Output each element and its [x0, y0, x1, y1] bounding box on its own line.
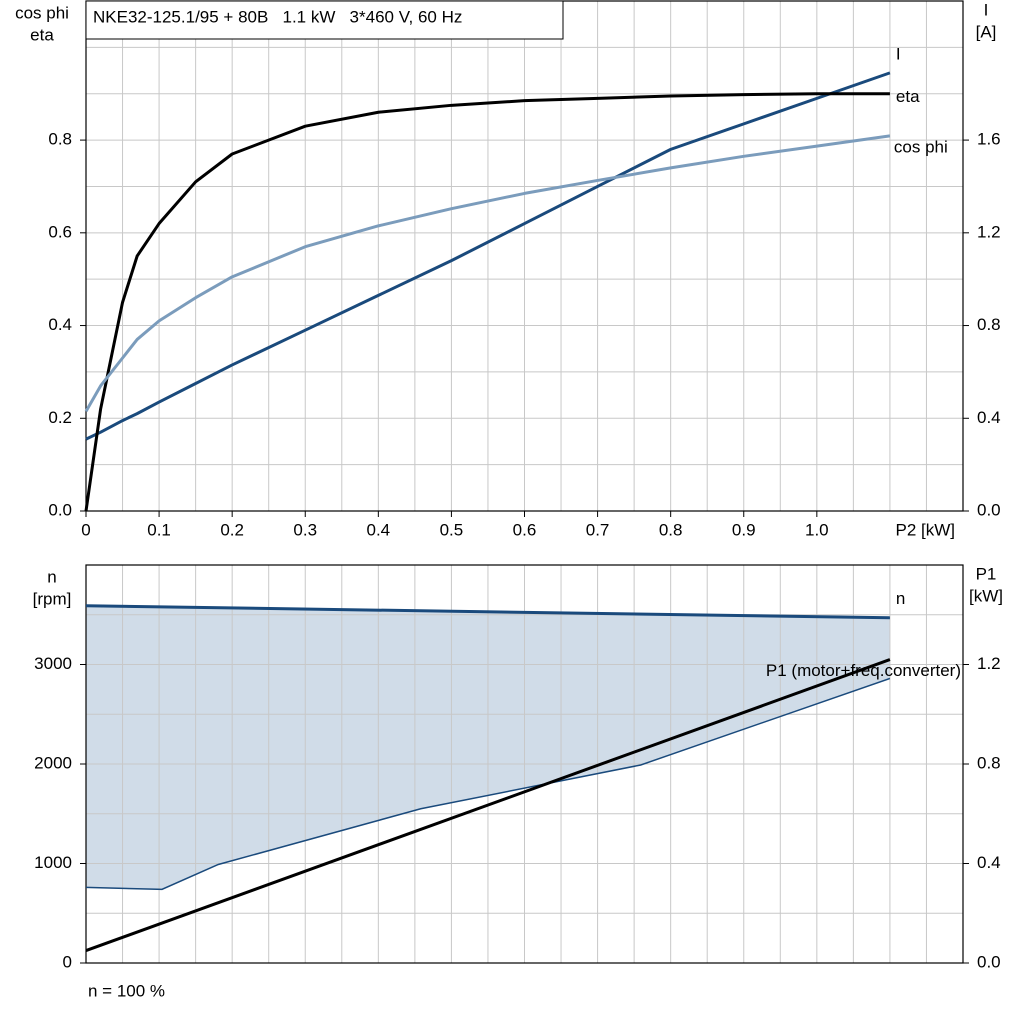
- y-axis-label: [rpm]: [33, 589, 72, 608]
- y2-tick-label: 0.0: [977, 500, 1001, 519]
- y2-axis-label: I: [984, 0, 989, 19]
- y-tick-label: 0.2: [48, 408, 72, 427]
- series-line: [85, 658, 891, 952]
- y2-tick-label: 1.6: [977, 130, 1001, 149]
- y-axis-label: cos phi: [15, 3, 69, 22]
- x-tick-label: 0.4: [367, 520, 391, 539]
- x-tick-label: 0.8: [659, 520, 683, 539]
- x-tick-label: 0.7: [586, 520, 610, 539]
- y2-axis-label: P1: [976, 564, 997, 583]
- y2-axis-label: [kW]: [969, 586, 1003, 605]
- chart-title: NKE32-125.1/95 + 80B 1.1 kW 3*460 V, 60 …: [93, 7, 462, 26]
- series-line: [84, 92, 890, 512]
- y2-tick-label: 1.2: [977, 222, 1001, 241]
- y-tick-label: 0.0: [48, 500, 72, 519]
- series-label: eta: [896, 87, 920, 106]
- y-tick-label: 0.6: [48, 222, 72, 241]
- y-axis-label: n: [47, 567, 56, 586]
- y-tick-label: 3000: [34, 654, 72, 673]
- x-axis-label: P2 [kW]: [895, 520, 955, 539]
- series-label: I: [896, 44, 901, 63]
- x-tick-label: 0.5: [440, 520, 464, 539]
- y2-tick-label: 0.0: [977, 952, 1001, 971]
- x-tick-label: 0.3: [293, 520, 317, 539]
- y-tick-label: 2000: [34, 753, 72, 772]
- y2-tick-label: 0.4: [977, 408, 1001, 427]
- min-speed-line: [85, 677, 891, 891]
- x-tick-label: 0.1: [147, 520, 171, 539]
- y2-tick-label: 0.4: [977, 853, 1001, 872]
- x-tick-label: 0.2: [220, 520, 244, 539]
- y2-tick-label: 0.8: [977, 753, 1001, 772]
- x-tick-label: 0: [81, 520, 90, 539]
- x-tick-label: 1.0: [805, 520, 829, 539]
- y2-axis-label: [A]: [976, 22, 997, 41]
- y-tick-label: 1000: [34, 853, 72, 872]
- x-tick-label: 0.9: [732, 520, 756, 539]
- series-line: [85, 71, 891, 441]
- series-label: P1 (motor+freq.converter): [766, 661, 961, 680]
- y-tick-label: 0: [63, 952, 72, 971]
- series-line: [85, 604, 890, 620]
- series-label: n: [896, 589, 905, 608]
- y-axis-label: eta: [30, 25, 54, 44]
- x-tick-label: 0.6: [513, 520, 537, 539]
- series-line: [84, 134, 891, 413]
- y-tick-label: 0.8: [48, 130, 72, 149]
- y2-tick-label: 0.8: [977, 315, 1001, 334]
- series-label: cos phi: [894, 137, 948, 156]
- title-box: [85, 0, 564, 40]
- y-tick-label: 0.4: [48, 315, 72, 334]
- y2-tick-label: 1.2: [977, 654, 1001, 673]
- note: n = 100 %: [88, 981, 165, 1000]
